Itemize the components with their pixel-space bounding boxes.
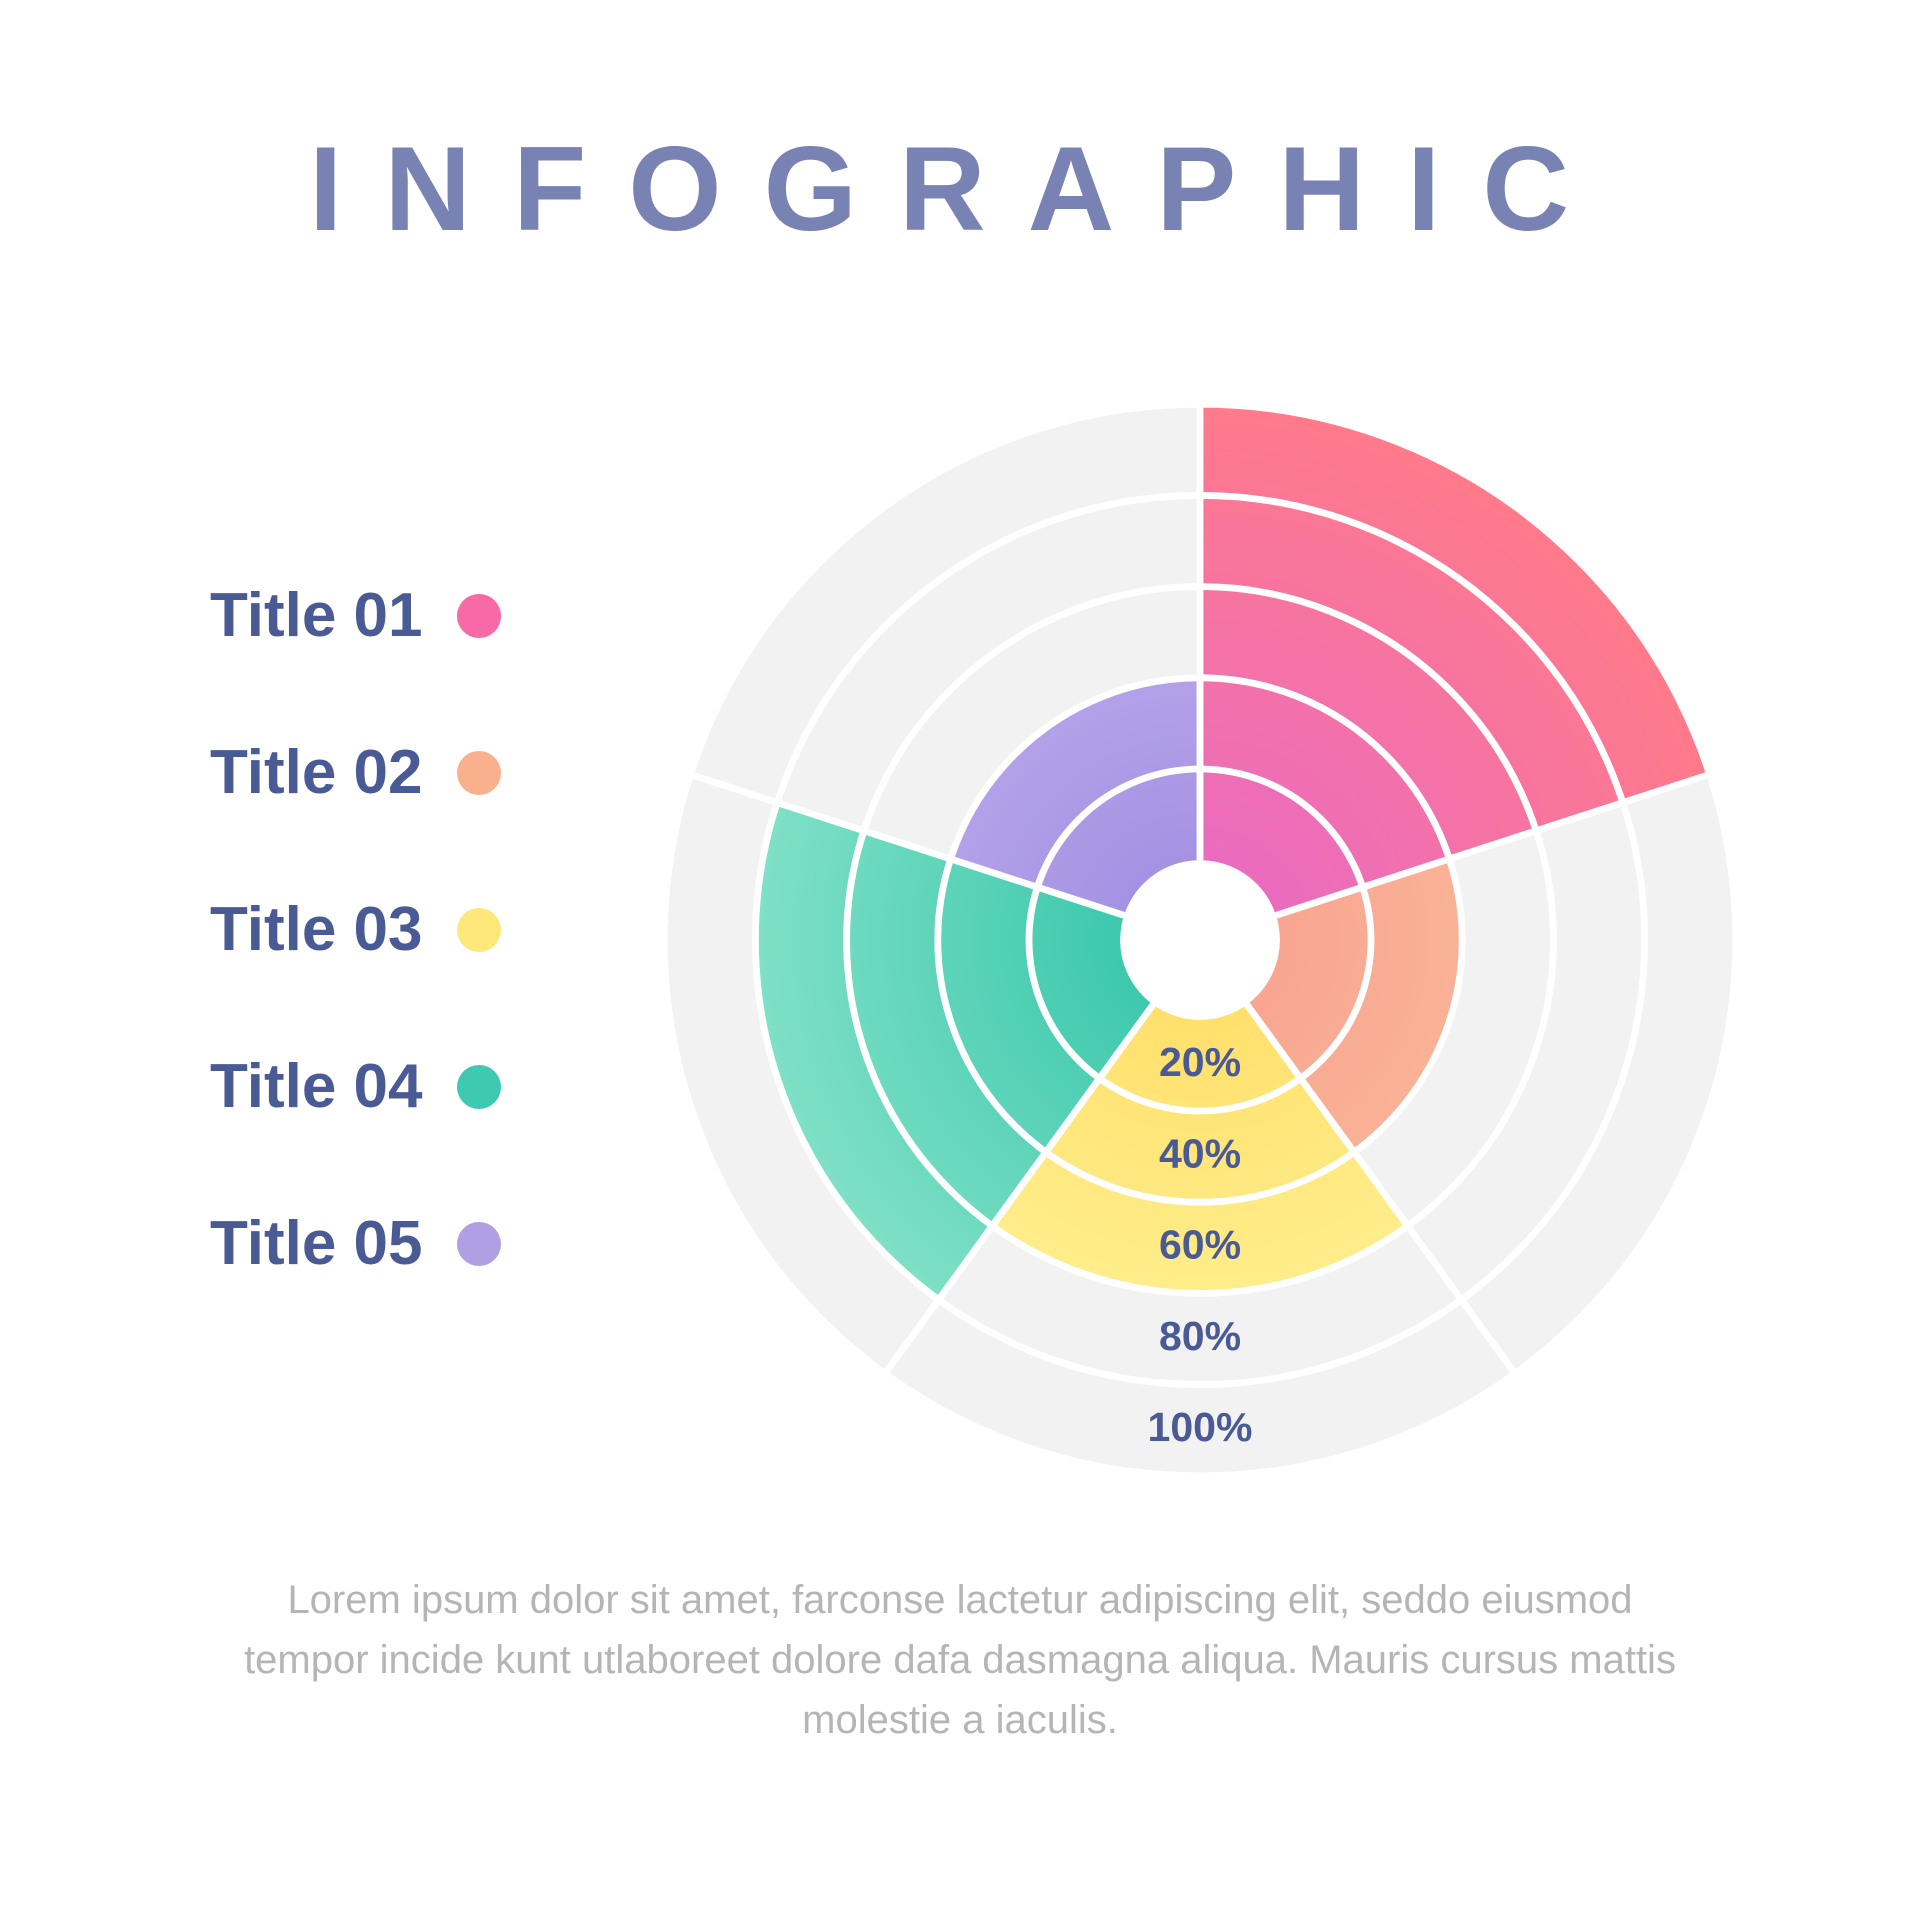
legend-label: Title 03 — [210, 894, 423, 965]
legend-dot-icon — [457, 908, 501, 952]
legend-item-1: Title 01 — [210, 580, 501, 651]
legend-dot-icon — [457, 594, 501, 638]
ring-label: 60% — [1159, 1222, 1241, 1268]
ring-label: 20% — [1159, 1039, 1241, 1085]
legend: Title 01 Title 02 Title 03 Title 04 Title 05 — [210, 580, 501, 1279]
caption-text: Lorem ipsum dolor sit amet, farconse lac… — [0, 1570, 1920, 1750]
legend-label: Title 05 — [210, 1208, 423, 1279]
legend-dot-icon — [457, 751, 501, 795]
legend-label: Title 04 — [210, 1051, 423, 1122]
legend-item-3: Title 03 — [210, 894, 501, 965]
legend-label: Title 01 — [210, 580, 423, 651]
infographic-page: INFOGRAPHIC Title 01Title 02Title 03Titl… — [0, 0, 1920, 1919]
center-hole — [1120, 860, 1280, 1020]
polar-chart-svg: 20% 40% 60% 80% 100% — [630, 370, 1770, 1510]
legend-dot-icon — [457, 1065, 501, 1109]
legend-item-4: Title 04 — [210, 1051, 501, 1122]
ring-label: 40% — [1159, 1130, 1241, 1176]
page-title: INFOGRAPHIC — [0, 120, 1920, 258]
legend-item-5: Title 05 — [210, 1208, 501, 1279]
legend-label: Title 02 — [210, 737, 423, 808]
ring-label: 100% — [1148, 1404, 1253, 1450]
legend-item-2: Title 02 — [210, 737, 501, 808]
ring-label: 80% — [1159, 1313, 1241, 1359]
polar-chart: 20% 40% 60% 80% 100% — [630, 370, 1770, 1510]
legend-dot-icon — [457, 1222, 501, 1266]
